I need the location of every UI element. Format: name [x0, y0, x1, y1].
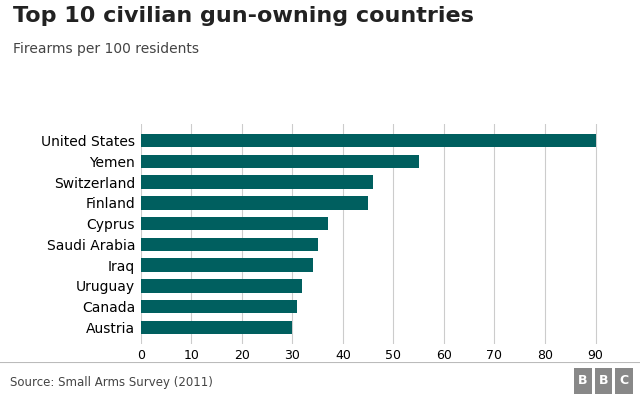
- Bar: [141, 238, 317, 251]
- Bar: [141, 196, 368, 210]
- Text: B: B: [579, 374, 588, 388]
- FancyBboxPatch shape: [574, 368, 592, 394]
- FancyBboxPatch shape: [615, 368, 633, 394]
- FancyBboxPatch shape: [595, 368, 612, 394]
- Bar: [141, 279, 303, 292]
- Bar: [141, 300, 298, 313]
- Text: Source: Small Arms Survey (2011): Source: Small Arms Survey (2011): [10, 376, 212, 390]
- Bar: [141, 217, 328, 230]
- Bar: [141, 176, 373, 189]
- Bar: [141, 134, 596, 148]
- Text: Top 10 civilian gun-owning countries: Top 10 civilian gun-owning countries: [13, 6, 474, 26]
- Text: C: C: [620, 374, 628, 388]
- Bar: [141, 258, 312, 272]
- Text: Firearms per 100 residents: Firearms per 100 residents: [13, 42, 199, 56]
- Bar: [141, 320, 292, 334]
- Bar: [141, 155, 419, 168]
- Text: B: B: [599, 374, 608, 388]
